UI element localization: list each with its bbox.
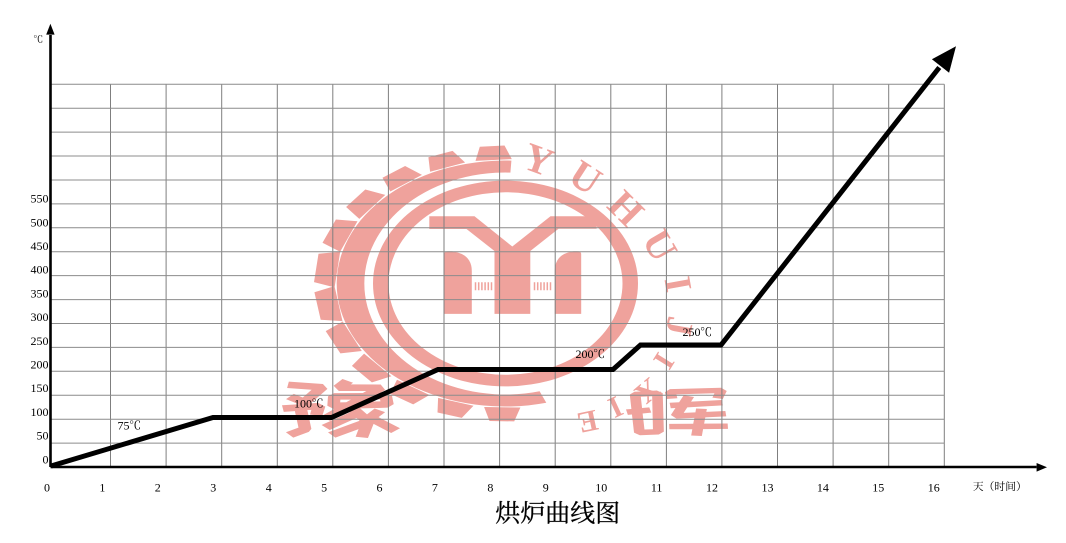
svg-text:200: 200 — [576, 347, 594, 361]
svg-text:14: 14 — [817, 481, 829, 495]
svg-text:16: 16 — [928, 481, 940, 495]
svg-text:100: 100 — [294, 397, 312, 411]
svg-text:7: 7 — [432, 481, 438, 495]
svg-text:200: 200 — [31, 358, 49, 372]
svg-text:15: 15 — [872, 481, 884, 495]
svg-text:250: 250 — [31, 334, 49, 348]
svg-text:5: 5 — [321, 481, 327, 495]
svg-text:E: E — [574, 403, 600, 439]
svg-text:I: I — [646, 347, 680, 374]
svg-text:350: 350 — [31, 286, 49, 300]
svg-text:U: U — [633, 221, 686, 269]
svg-text:50: 50 — [37, 429, 49, 443]
svg-text:I: I — [656, 273, 700, 295]
svg-text:300: 300 — [31, 310, 49, 324]
svg-text:150: 150 — [31, 381, 49, 395]
svg-text:9: 9 — [543, 481, 549, 495]
svg-text:250: 250 — [683, 325, 701, 339]
svg-text:3: 3 — [210, 481, 216, 495]
svg-text:1: 1 — [99, 481, 105, 495]
svg-text:100: 100 — [31, 405, 49, 419]
svg-text:4: 4 — [266, 481, 272, 495]
svg-text:450: 450 — [31, 239, 49, 253]
svg-text:11: 11 — [651, 481, 663, 495]
svg-text:6: 6 — [377, 481, 383, 495]
svg-text:13: 13 — [762, 481, 774, 495]
svg-text:0: 0 — [43, 452, 49, 466]
svg-text:2: 2 — [155, 481, 161, 495]
svg-text:550: 550 — [31, 192, 49, 206]
svg-text:0: 0 — [44, 481, 50, 495]
svg-text:400: 400 — [31, 263, 49, 277]
svg-text:12: 12 — [706, 481, 718, 495]
svg-text:10: 10 — [595, 481, 607, 495]
svg-text:Y: Y — [517, 133, 560, 185]
svg-text:500: 500 — [31, 215, 49, 229]
svg-text:75: 75 — [118, 419, 130, 433]
svg-text:8: 8 — [487, 481, 493, 495]
